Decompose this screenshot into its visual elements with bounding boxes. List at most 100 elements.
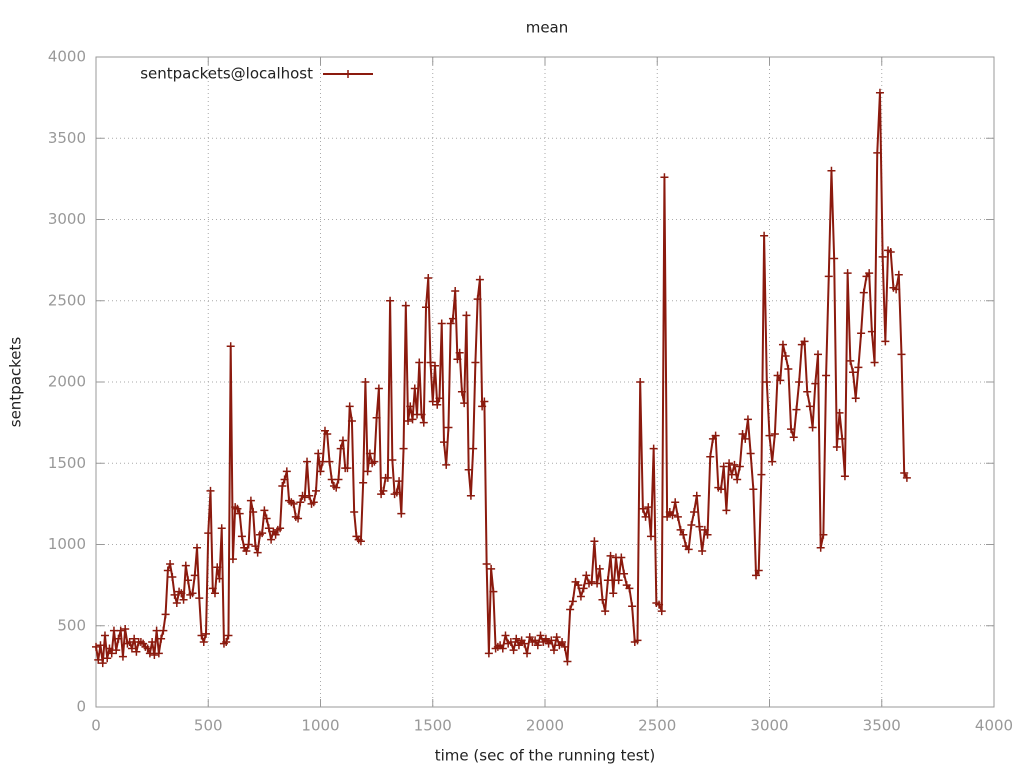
point-marker (244, 540, 253, 549)
point-marker (531, 636, 540, 645)
point-marker (309, 498, 318, 507)
point-marker (228, 555, 237, 564)
point-marker (808, 423, 817, 432)
point-marker (601, 607, 610, 616)
point-marker (457, 387, 466, 396)
point-marker (813, 350, 822, 359)
point-marker (177, 589, 186, 598)
point-marker (646, 532, 655, 541)
point-marker (132, 647, 141, 656)
point-marker (152, 626, 161, 635)
point-marker (222, 638, 231, 646)
point-marker (264, 524, 273, 533)
point-marker (676, 525, 685, 534)
point-marker (294, 514, 303, 523)
point-marker (754, 566, 763, 575)
point-marker (533, 641, 542, 650)
y-tick-label: 1000 (48, 535, 86, 553)
y-axis-label: sentpackets (7, 337, 25, 428)
point-marker (525, 633, 534, 642)
y-tick-label: 3000 (48, 210, 86, 228)
point-marker (768, 457, 777, 466)
point-marker (107, 649, 116, 658)
point-marker (105, 644, 114, 653)
point-marker (644, 503, 653, 512)
point-marker (145, 649, 154, 658)
point-marker (487, 564, 496, 573)
point-marker (170, 590, 179, 599)
point-marker (512, 634, 521, 643)
point-marker (469, 444, 478, 453)
point-marker (563, 657, 572, 666)
point-marker (332, 483, 341, 492)
point-marker (193, 543, 202, 552)
point-marker (673, 512, 682, 521)
point-marker (430, 361, 439, 370)
x-tick-label: 4000 (975, 717, 1013, 735)
point-marker (762, 378, 771, 386)
point-marker (843, 269, 852, 278)
point-marker (574, 581, 583, 590)
point-marker (706, 452, 715, 461)
point-marker (422, 303, 431, 312)
point-marker (253, 548, 262, 557)
point-marker (161, 610, 170, 619)
point-marker (840, 472, 849, 481)
point-marker (657, 607, 666, 616)
point-marker (188, 589, 197, 598)
point-marker (242, 547, 251, 555)
point-marker (100, 631, 109, 640)
point-marker (628, 602, 637, 611)
point-marker (406, 402, 415, 411)
point-marker (417, 410, 426, 419)
point-marker (541, 634, 550, 643)
point-marker (168, 573, 177, 581)
point-marker (210, 589, 219, 598)
point-marker (506, 638, 515, 646)
point-marker (208, 584, 217, 593)
point-marker (579, 584, 588, 593)
point-marker (202, 629, 211, 638)
point-marker (282, 467, 291, 476)
y-tick-label: 2000 (48, 373, 86, 391)
point-marker (471, 358, 480, 367)
point-marker (260, 506, 269, 515)
x-tick-label: 3500 (863, 717, 901, 735)
point-marker (312, 486, 321, 495)
point-marker (875, 88, 884, 97)
point-marker (325, 457, 334, 466)
point-marker (700, 525, 709, 534)
point-marker (359, 478, 368, 487)
point-marker (226, 342, 235, 351)
point-marker (464, 465, 473, 474)
point-marker (280, 475, 289, 484)
point-marker (399, 444, 408, 453)
point-marker (251, 542, 260, 551)
point-marker (305, 491, 314, 500)
point-marker (365, 449, 374, 458)
point-marker (668, 511, 677, 520)
point-marker (587, 577, 596, 586)
point-marker (204, 529, 213, 538)
point-marker (179, 595, 188, 604)
point-marker (805, 402, 814, 411)
point-marker (213, 563, 222, 572)
point-marker (336, 444, 345, 453)
point-marker (473, 295, 482, 304)
point-marker (606, 551, 615, 560)
point-marker (112, 646, 121, 655)
point-marker (498, 644, 507, 653)
point-marker (258, 529, 267, 538)
point-marker (603, 576, 612, 585)
point-marker (765, 431, 774, 440)
point-marker (851, 394, 860, 403)
point-marker (379, 486, 388, 495)
point-marker (480, 397, 489, 406)
point-marker (433, 400, 442, 409)
point-marker (437, 319, 446, 328)
point-marker (343, 464, 352, 473)
point-marker (410, 384, 419, 393)
point-marker (509, 646, 518, 655)
point-marker (318, 457, 327, 466)
point-marker (415, 358, 424, 367)
